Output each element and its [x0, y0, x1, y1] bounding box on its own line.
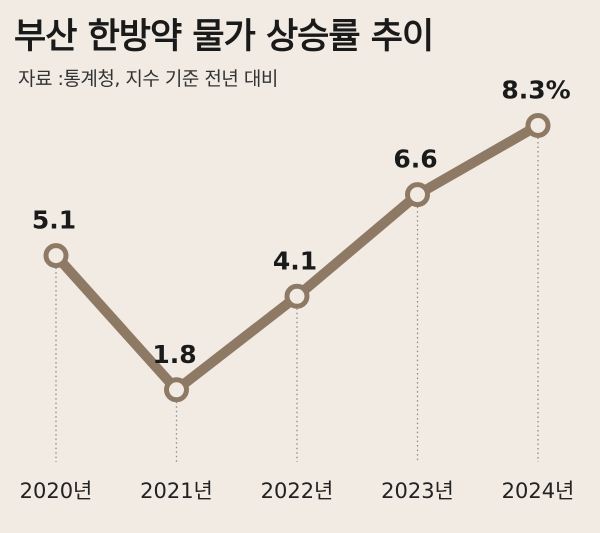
- chart-source: 자료 :통계청, 지수 기준 전년 대비: [18, 68, 278, 90]
- x-tick-label: 2021년: [140, 479, 213, 503]
- x-axis-labels: 2020년 2021년 2022년 2023년 2024년: [20, 479, 575, 503]
- data-label: 6.6: [393, 145, 437, 174]
- data-point: [405, 182, 430, 208]
- x-tick-label: 2023년: [381, 479, 454, 503]
- data-label: 4.1: [273, 246, 317, 275]
- data-point: [525, 112, 551, 138]
- chart-title: 부산 한방약 물가 상승률 추이: [14, 17, 434, 57]
- x-tick-label: 2024년: [502, 479, 575, 503]
- data-points: [43, 112, 551, 403]
- x-tick-label: 2022년: [261, 479, 334, 503]
- x-tick-label: 2020년: [20, 479, 93, 503]
- drop-lines: [55, 137, 539, 462]
- data-labels: 5.1 1.8 4.1 6.6 8.3%: [32, 75, 571, 368]
- data-label: 1.8: [152, 340, 196, 369]
- data-point: [43, 243, 69, 269]
- data-point: [164, 377, 189, 403]
- data-point: [284, 283, 310, 309]
- data-label: 5.1: [32, 206, 76, 235]
- data-label: 8.3%: [501, 75, 570, 104]
